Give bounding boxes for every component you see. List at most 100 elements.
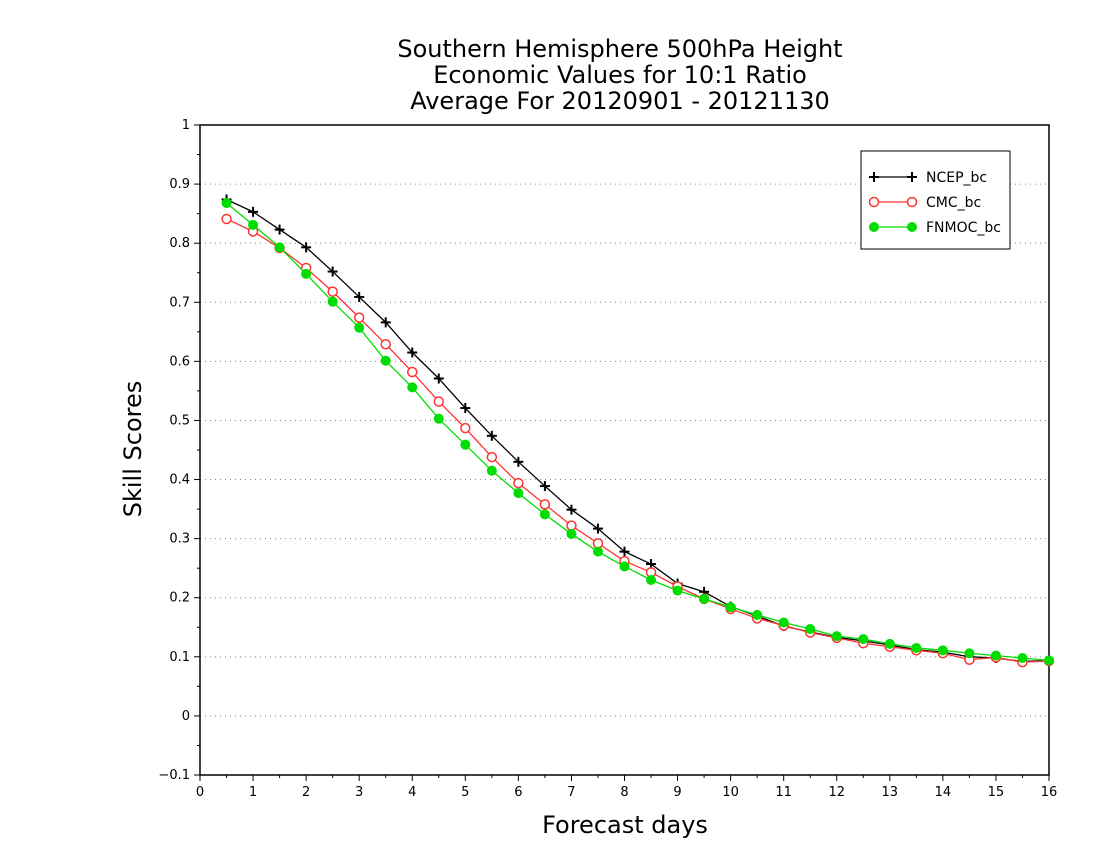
data-point xyxy=(566,520,577,531)
x-tick-label: 3 xyxy=(355,785,363,800)
data-point xyxy=(831,631,842,642)
legend-box xyxy=(860,150,1011,250)
data-point xyxy=(407,366,418,378)
data-point xyxy=(327,286,338,297)
data-point xyxy=(248,206,259,217)
data-point xyxy=(407,347,418,358)
x-tick-label: 11 xyxy=(775,785,792,800)
data-point xyxy=(566,504,577,515)
data-point xyxy=(486,465,497,476)
data-point xyxy=(566,528,577,539)
data-point xyxy=(354,291,365,302)
y-tick-label: −0.1 xyxy=(158,768,190,783)
x-tick-label: 8 xyxy=(620,785,628,800)
y-tick-label: 0.6 xyxy=(169,354,190,369)
data-point xyxy=(248,219,259,230)
series-line xyxy=(226,218,1050,663)
chart-title-line-3: Average For 20120901 - 20121130 xyxy=(410,87,830,115)
x-axis-title: Forecast days xyxy=(542,811,708,839)
legend-marker-end xyxy=(906,196,918,208)
data-point xyxy=(380,338,391,350)
data-point xyxy=(1017,653,1028,663)
data-point xyxy=(486,451,498,463)
legend-label: FNMOC_bc xyxy=(926,220,1001,236)
legend-marker-start xyxy=(869,172,879,182)
y-tick-label: 0.5 xyxy=(169,413,190,428)
y-tick-label: 0 xyxy=(182,709,190,724)
legend: NCEP_bc CMC_bc FNMOC_bc xyxy=(860,150,1011,250)
data-point xyxy=(592,523,603,534)
data-point xyxy=(539,481,550,492)
grid-lines xyxy=(200,183,1049,717)
data-point xyxy=(699,593,710,604)
chart-title: Southern Hemisphere 500hPa Height Econom… xyxy=(200,36,1040,114)
y-tick-label: 0.2 xyxy=(169,591,190,606)
data-point xyxy=(433,396,445,407)
legend-label: CMC_bc xyxy=(926,195,981,211)
data-point xyxy=(513,477,524,489)
data-point xyxy=(990,650,1001,661)
data-point xyxy=(433,373,444,384)
series-line xyxy=(226,202,1050,662)
chart-title-line-2: Economic Values for 10:1 Ratio xyxy=(433,61,807,89)
y-tick-label: 0.4 xyxy=(169,473,190,488)
data-point xyxy=(486,430,497,441)
data-point xyxy=(964,648,975,659)
legend-marker-end xyxy=(907,172,917,182)
x-tick-label: 6 xyxy=(514,785,522,800)
data-point xyxy=(672,585,683,596)
data-point xyxy=(805,624,816,635)
data-point xyxy=(301,242,312,253)
data-point xyxy=(301,268,312,279)
x-tick-label: 2 xyxy=(302,785,310,800)
legend-marker-end xyxy=(907,222,917,232)
legend-entry: FNMOC_bc xyxy=(869,220,1001,236)
series-group xyxy=(221,194,1055,668)
data-point xyxy=(513,456,524,467)
x-tick-label: 9 xyxy=(673,785,681,800)
data-point xyxy=(592,546,603,557)
data-point xyxy=(221,213,232,225)
data-point xyxy=(539,509,550,520)
data-point xyxy=(937,645,948,656)
data-point xyxy=(513,488,524,499)
x-tick-label: 1 xyxy=(249,785,257,800)
data-point xyxy=(327,296,338,307)
data-point xyxy=(539,499,551,510)
series-fnmoc-bc xyxy=(221,198,1054,666)
data-point xyxy=(646,575,657,585)
data-point xyxy=(619,561,630,572)
x-tick-label: 4 xyxy=(408,785,416,800)
data-point xyxy=(327,266,338,277)
data-point xyxy=(380,355,391,366)
legend-marker-start xyxy=(868,196,880,208)
data-point xyxy=(460,422,471,434)
x-tick-label: 16 xyxy=(1041,785,1058,800)
chart-title-line-1: Southern Hemisphere 500hPa Height xyxy=(397,35,843,63)
data-point xyxy=(619,546,630,557)
data-point xyxy=(380,317,391,328)
x-tick-label: 5 xyxy=(461,785,469,800)
data-point xyxy=(752,609,763,620)
data-point xyxy=(884,638,895,649)
data-point xyxy=(353,312,365,323)
legend-marker-start xyxy=(869,222,879,232)
y-tick-label: 0.1 xyxy=(169,650,190,665)
data-point xyxy=(778,617,789,628)
legend-entry: NCEP_bc xyxy=(869,170,987,186)
data-point xyxy=(460,403,471,414)
series-ncep-bc xyxy=(221,194,1054,667)
x-tick-label: 15 xyxy=(988,785,1005,800)
series-line xyxy=(226,198,1050,663)
data-point xyxy=(725,602,736,613)
y-tick-label: 0.7 xyxy=(169,295,190,310)
y-tick-label: 0.3 xyxy=(169,532,190,547)
data-point xyxy=(407,382,418,393)
legend-entry: CMC_bc xyxy=(868,195,981,211)
x-tick-label: 13 xyxy=(882,785,899,800)
x-tick-label: 0 xyxy=(196,785,204,800)
data-point xyxy=(858,634,869,645)
y-tick-label: 1 xyxy=(182,118,190,133)
data-point xyxy=(274,242,285,253)
